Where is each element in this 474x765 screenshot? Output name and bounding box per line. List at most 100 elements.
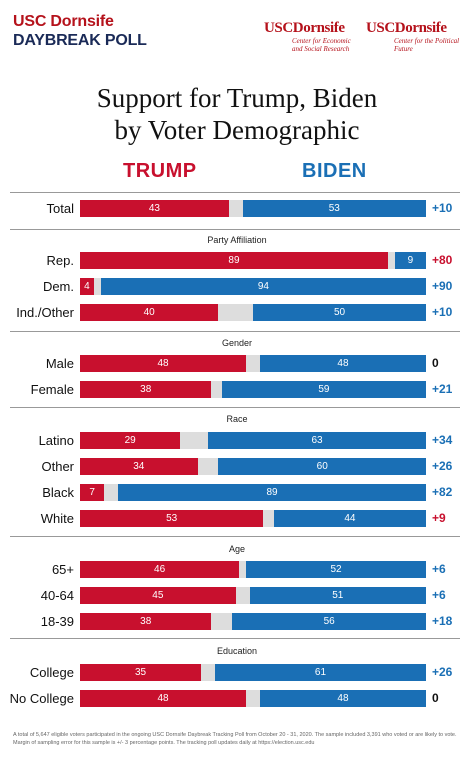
row-label: Male [45,356,74,371]
biden-value-label: 50 [333,307,346,318]
header: USC Dornsife DAYBREAK POLL USCDornsife C… [0,0,474,60]
bar-track: 38 59 [80,381,426,398]
biden-bar: 51 [249,587,426,604]
biden-value-label: 9 [407,255,414,266]
trump-bar: 29 [80,432,181,449]
row-label: Dem. [42,279,74,294]
row-label: 65+ [51,562,74,577]
cpf-logo: USCDornsife Center for the Political Fut… [366,20,459,53]
margin-label: +80 [432,253,453,267]
section-label: Age [228,544,245,554]
margin-label: +21 [432,382,453,396]
trump-value-label: 89 [228,255,240,266]
biden-value-label: 63 [311,435,323,446]
margin-label: +6 [432,588,446,602]
biden-value-label: 48 [337,358,349,369]
cpf-logo-sub: Center for the Political Future [394,37,460,53]
margin-label: +26 [432,459,453,473]
brand-name: USC Dornsife [13,13,114,30]
bar-track: 34 60 [80,458,426,475]
biden-bar: 44 [273,510,426,527]
section-divider [10,331,460,332]
trump-value-label: 46 [154,564,166,575]
trump-bar: 38 [80,613,212,630]
biden-bar: 48 [259,355,426,372]
margin-label: 0 [432,356,439,370]
trump-bar: 46 [80,561,240,578]
trump-column-header: TRUMP [123,160,197,182]
biden-bar: 94 [100,278,426,295]
margin-label: +18 [432,614,453,628]
bar-track: 48 48 [80,690,426,707]
chart-title-line1: Support for Trump, Biden [96,83,378,113]
bar-track: 4 94 [80,278,426,295]
row-label: White [40,511,74,526]
margin-label: +90 [432,279,453,293]
biden-bar: 53 [242,200,426,217]
bar-track: 45 51 [80,587,426,604]
biden-value-label: 53 [328,203,340,214]
biden-bar: 60 [218,458,426,475]
section-label: Party Affiliation [207,235,267,245]
biden-bar: 56 [232,613,426,630]
cesr-logo: USCDornsife Center for Economic and Soci… [264,20,351,53]
trump-value-label: 34 [133,461,145,472]
bar-track: 29 63 [80,432,426,449]
section-label: Gender [221,338,253,348]
margin-label: +82 [432,485,453,499]
biden-bar: 52 [246,561,426,578]
trump-bar: 48 [80,690,247,707]
row-label: Black [42,485,74,500]
biden-value-label: 89 [266,487,278,498]
margin-label: +26 [432,665,453,679]
section-divider [10,638,460,639]
margin-label: +6 [432,562,446,576]
trump-bar: 89 [80,252,388,269]
section-divider [10,192,460,193]
row-label: 40-64 [40,588,74,603]
trump-value-label: 38 [140,384,152,395]
biden-value-label: 59 [318,384,330,395]
trump-bar: 7 [80,484,105,501]
trump-value-label: 38 [140,616,152,627]
margin-label: +9 [432,511,446,525]
trump-value-label: 7 [89,487,95,498]
section-divider [10,407,460,408]
cesr-logo-sub: Center for Economic and Social Research [292,37,351,53]
biden-bar: 9 [394,252,426,269]
section-label: Education [216,646,258,656]
trump-bar: 48 [80,355,247,372]
biden-bar: 50 [253,304,426,321]
chart-title: Support for Trump, Biden by Voter Demogr… [0,82,474,146]
row-label: 18-39 [40,614,74,629]
row-label: Total [46,201,74,216]
trump-bar: 45 [80,587,236,604]
footnote: A total of 5,647 eligible voters partici… [13,732,457,746]
biden-value-label: 51 [332,590,344,601]
biden-value-label: 94 [257,281,269,292]
biden-value-label: 56 [323,616,335,627]
bar-track: 7 89 [80,484,426,501]
bar-track: 35 61 [80,664,426,681]
biden-bar: 89 [118,484,426,501]
biden-value-label: 52 [330,564,342,575]
biden-value-label: 44 [344,513,356,524]
row-label: Female [30,382,74,397]
cesr-logo-name: USCDornsife [264,20,345,36]
bar-track: 46 52 [80,561,426,578]
trump-value-label: 29 [124,435,136,446]
bar-track: 43 53 [80,200,426,217]
section-label: Race [226,414,248,424]
section-divider [10,536,460,537]
trump-bar: 43 [80,200,229,217]
biden-bar: 48 [259,690,426,707]
bar-track: 40 50 [80,304,426,321]
row-label: Latino [38,433,74,448]
row-label: Other [41,459,74,474]
bar-track: 89 9 [80,252,426,269]
trump-value-label: 40 [143,307,155,318]
margin-label: 0 [432,691,439,705]
trump-value-label: 43 [148,203,160,214]
margin-label: +10 [432,201,453,215]
biden-value-label: 61 [314,667,327,678]
